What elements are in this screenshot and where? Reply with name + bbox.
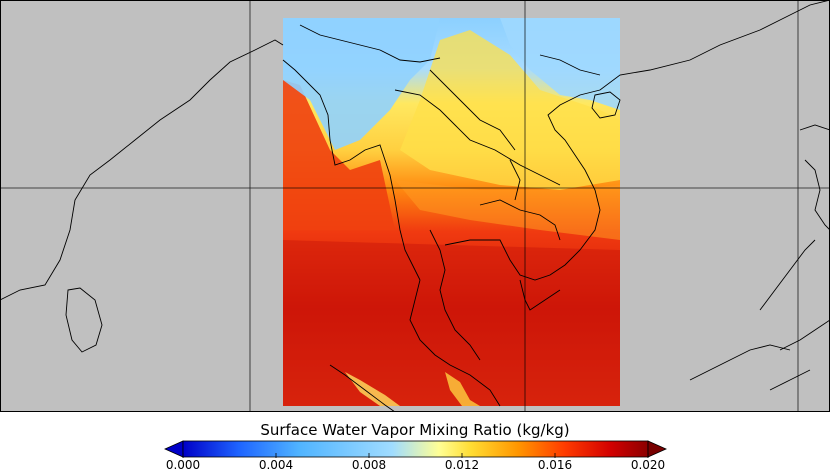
colorbar-over-arrow: [647, 440, 667, 458]
colorbar-tick-label: 0.008: [351, 458, 387, 472]
vapor-field: [283, 18, 620, 406]
colorbar-title: Surface Water Vapor Mixing Ratio (kg/kg): [260, 421, 570, 439]
colorbar-tick-label: 0.020: [630, 458, 666, 472]
colorbar-tick-label: 0.004: [258, 458, 294, 472]
colorbar-under-arrow: [164, 440, 184, 458]
coastlines: [0, 0, 830, 412]
graticule: [0, 0, 830, 412]
colorbar-tick-label: 0.016: [537, 458, 573, 472]
map-panel: [0, 0, 830, 412]
colorbar-tick-marks: [182, 453, 649, 458]
colorbar: [164, 440, 667, 458]
colorbar-gradient: [182, 440, 649, 458]
colorbar-tick-label: 0.000: [165, 458, 201, 472]
colorbar-tick-label: 0.012: [444, 458, 480, 472]
